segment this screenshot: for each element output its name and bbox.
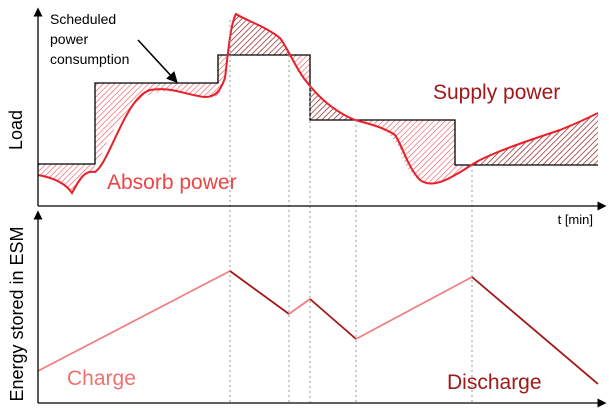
annotation-arrow	[137, 39, 178, 84]
annotation-line-2: power	[50, 31, 88, 47]
absorb-region-3	[218, 55, 228, 96]
discharge-label: Discharge	[447, 371, 542, 394]
absorb-region-2	[95, 83, 218, 165]
schedule-line	[38, 54, 598, 166]
supply-power-label: Supply power	[433, 81, 560, 104]
supply-region-2	[310, 86, 355, 120]
discharge-line-1	[229, 270, 290, 315]
load-axis-label: Load	[6, 110, 26, 150]
charge-label: Charge	[67, 367, 136, 390]
discharge-line-2	[309, 298, 357, 340]
charge-line-3	[355, 276, 473, 340]
time-axis-label: t [min]	[558, 212, 593, 227]
energy-axis-label: Energy stored in ESM	[7, 226, 27, 401]
guide-lines	[229, 20, 473, 403]
discharge-line-3	[471, 276, 599, 385]
annotation-line-1: Scheduled	[50, 11, 116, 27]
absorb-region-5	[355, 120, 470, 184]
load-curve	[37, 12, 599, 195]
absorb-power-label: Absorb power	[107, 171, 237, 194]
supply-region-1	[228, 14, 290, 55]
annotation-line-3: consumption	[50, 51, 129, 67]
absorb-region-1	[38, 164, 95, 193]
charge-line	[37, 270, 231, 372]
charge-line-2	[288, 298, 311, 315]
